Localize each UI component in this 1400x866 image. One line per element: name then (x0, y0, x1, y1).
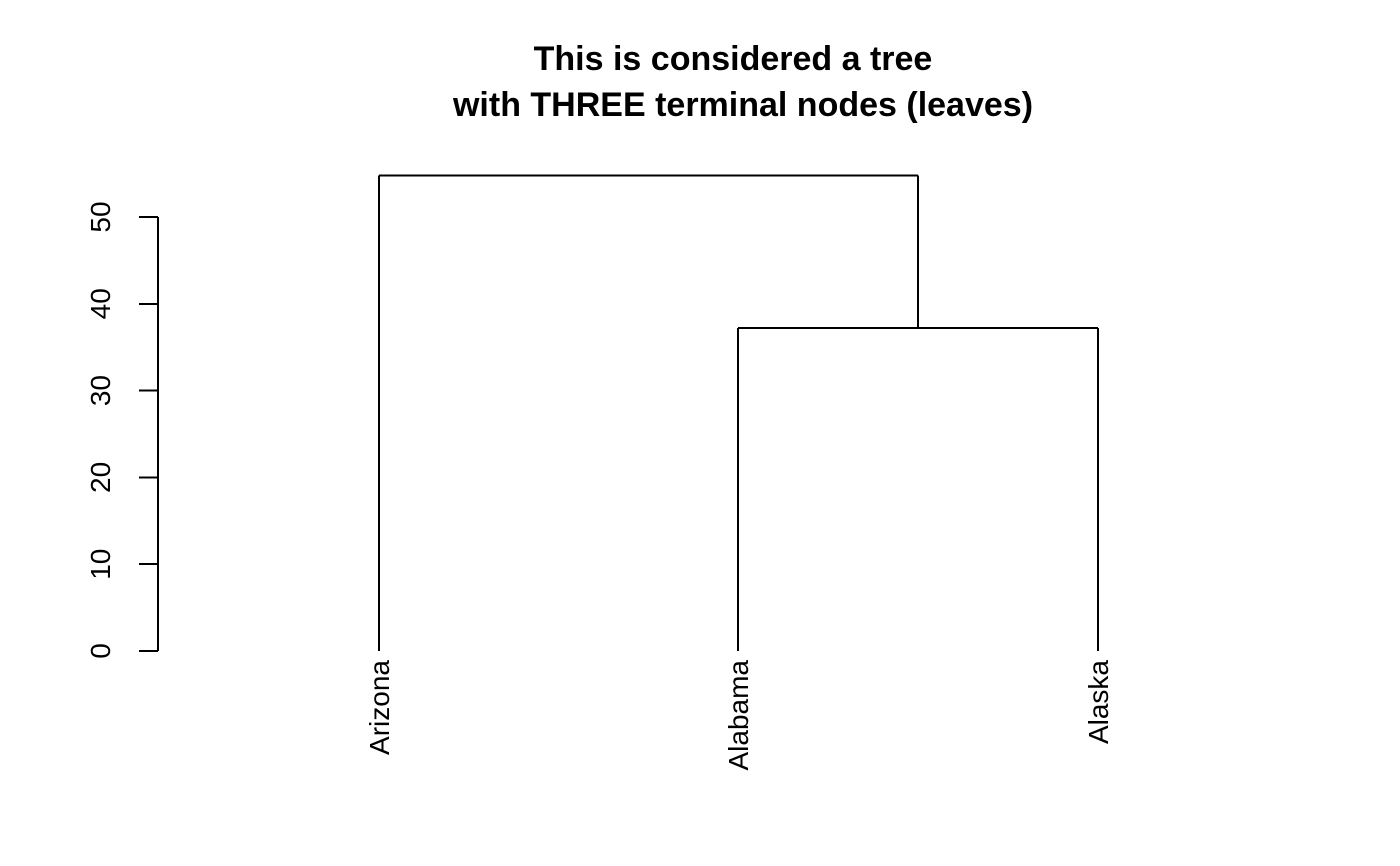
y-tick-label-50: 50 (85, 201, 116, 232)
dendrogram-branches (378, 174, 1099, 651)
leaf-labels: Arizona Alabama Alaska (364, 660, 1114, 771)
y-tick-label-20: 20 (85, 462, 116, 493)
y-tick-label-40: 40 (85, 288, 116, 319)
leaf-label-alaska: Alaska (1083, 660, 1114, 744)
chart-title-line-2: with THREE terminal nodes (leaves) (452, 86, 1033, 124)
y-tick-label-10: 10 (85, 549, 116, 580)
y-tick-label-0: 0 (85, 643, 116, 659)
leaf-label-arizona: Arizona (364, 660, 395, 755)
y-axis-ticks: 0 10 20 30 40 50 (85, 201, 158, 659)
leaf-label-alabama: Alabama (723, 660, 754, 771)
y-tick-label-30: 30 (85, 375, 116, 406)
chart-title-line-1: This is considered a tree (534, 40, 933, 78)
